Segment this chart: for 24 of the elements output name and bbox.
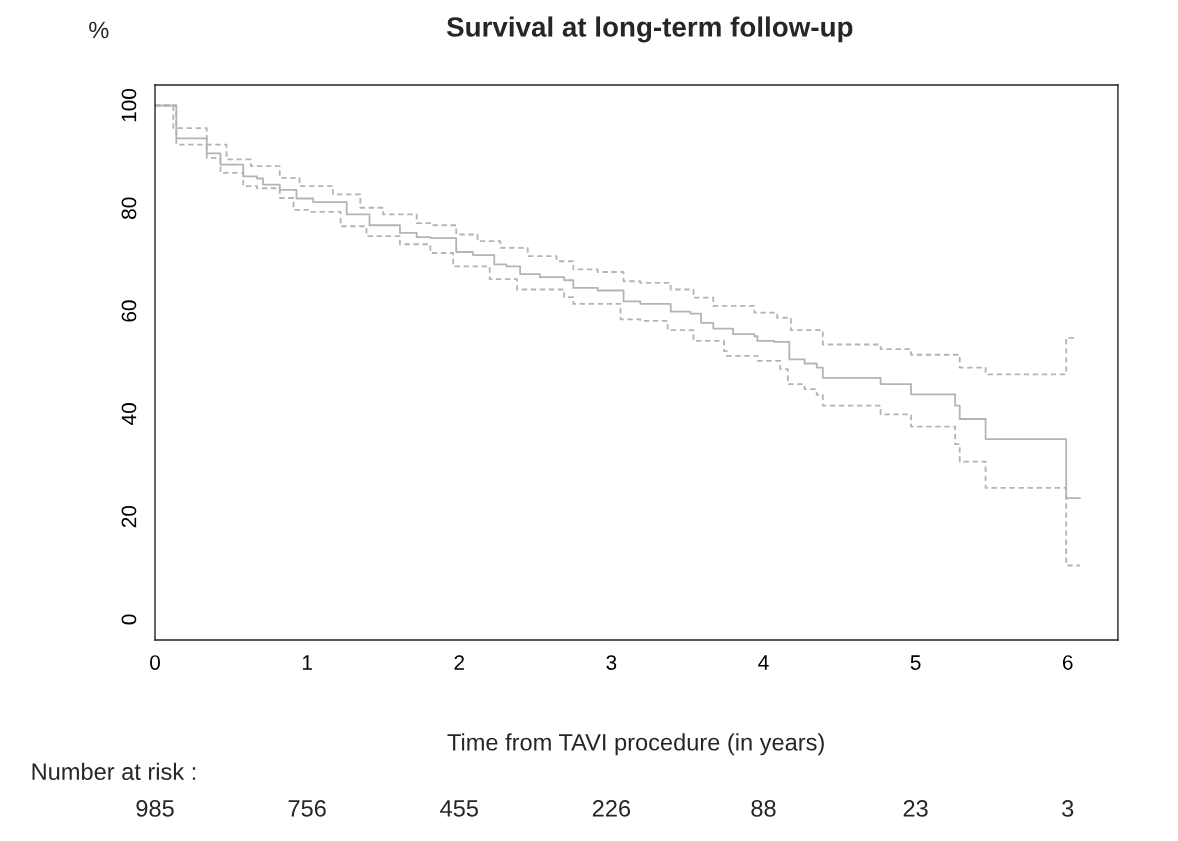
text: 23 — [903, 800, 928, 817]
text: 756 — [288, 800, 326, 817]
x-axis-title: Time from TAVI procedure (in years) — [447, 733, 824, 756]
text: Number at risk : — [32, 762, 196, 781]
y-tick-label: 100 — [121, 88, 137, 122]
y-tick-label: 40 — [121, 403, 137, 425]
x-tick-label: 4 — [758, 655, 769, 670]
y-tick-label: 20 — [121, 505, 137, 528]
x-tick-label: 5 — [910, 655, 921, 670]
x-tick-label: 2 — [454, 655, 465, 670]
text: 455 — [440, 800, 478, 817]
x-tick-label: 6 — [1062, 655, 1073, 670]
text: 3 — [1062, 800, 1074, 817]
x-tick-label: 0 — [150, 655, 160, 670]
text: 226 — [592, 800, 631, 817]
x-tick-label: 3 — [606, 655, 617, 670]
text: 88 — [751, 800, 776, 817]
text: 985 — [136, 800, 174, 817]
y-tick-label: 60 — [121, 300, 137, 322]
y-axis-title: % — [89, 21, 109, 39]
x-tick-label: 1 — [302, 655, 312, 670]
y-tick-label: 80 — [121, 197, 137, 219]
chart-title: Survival at long-term follow-up — [446, 16, 853, 43]
y-tick-label: 0 — [121, 614, 137, 625]
